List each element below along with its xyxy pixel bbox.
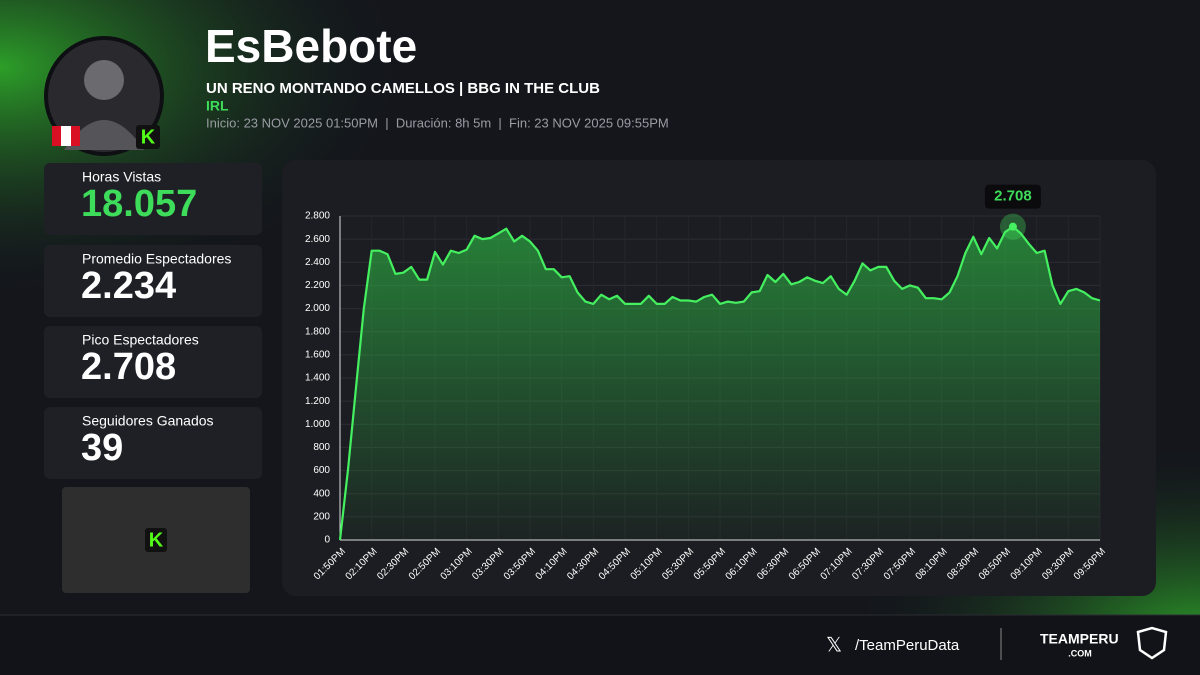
social-handle: /TeamPeruData — [855, 637, 960, 654]
kick-badge — [145, 528, 167, 552]
y-tick-label: 400 — [313, 488, 330, 499]
stat-label: Seguidores Ganados — [82, 413, 214, 429]
y-tick-label: 0 — [324, 535, 330, 546]
category: IRL — [206, 98, 229, 114]
y-tick-label: 1.600 — [305, 349, 330, 360]
y-tick-label: 2.600 — [305, 234, 330, 245]
stream-info: Inicio: 23 NOV 2025 01:50PM | Duración: … — [206, 115, 669, 130]
y-tick-label: 600 — [313, 465, 330, 476]
footer-bar — [0, 615, 1200, 675]
y-tick-label: 2.400 — [305, 257, 330, 268]
stat-card — [44, 326, 262, 398]
stat-label: Horas Vistas — [82, 169, 161, 185]
stat-value: 39 — [81, 427, 123, 469]
stat-label: Pico Espectadores — [82, 332, 199, 348]
kick-logo: K — [141, 126, 156, 148]
flag-stripe — [71, 126, 80, 146]
brand: TEAMPERU — [1040, 631, 1119, 647]
stat-value: 2.708 — [81, 346, 176, 388]
stat-card — [44, 163, 262, 235]
peak-label-box — [984, 184, 1041, 209]
area — [340, 226, 1100, 540]
line — [338, 225, 1101, 541]
peak-label: 2.708 — [994, 188, 1032, 205]
y-tick-label: 2.200 — [305, 280, 330, 291]
stream-title: UN RENO MONTANDO CAMELLOS | BBG IN THE C… — [206, 80, 600, 97]
y-tick-label: 800 — [313, 442, 330, 453]
stat-card — [44, 245, 262, 317]
y-tick-label: 1.800 — [305, 326, 330, 337]
y-tick-label: 200 — [313, 511, 330, 522]
peak-point — [1008, 222, 1017, 231]
brand-shield — [1136, 626, 1168, 660]
stat-value: 18.057 — [81, 183, 197, 225]
y-tick-label: 1.000 — [305, 419, 330, 430]
avatar-body — [64, 120, 144, 150]
y-tick-label: 2.000 — [305, 303, 330, 314]
y-tick-label: 2.800 — [305, 211, 330, 222]
channel-name: EsBebote — [205, 20, 417, 72]
brand-sub: .COM — [1068, 648, 1092, 658]
flag-stripe — [52, 126, 61, 146]
avatar-head — [84, 60, 124, 100]
y-tick-label: 1.400 — [305, 373, 330, 384]
stat-value: 2.234 — [81, 265, 176, 307]
stat-label: Promedio Espectadores — [82, 251, 231, 267]
stat-card — [44, 407, 262, 479]
y-tick-label: 1.200 — [305, 396, 330, 407]
kick-badge — [136, 125, 160, 149]
x-logo: 𝕏 — [826, 634, 842, 656]
kick-logo: K — [149, 529, 164, 551]
